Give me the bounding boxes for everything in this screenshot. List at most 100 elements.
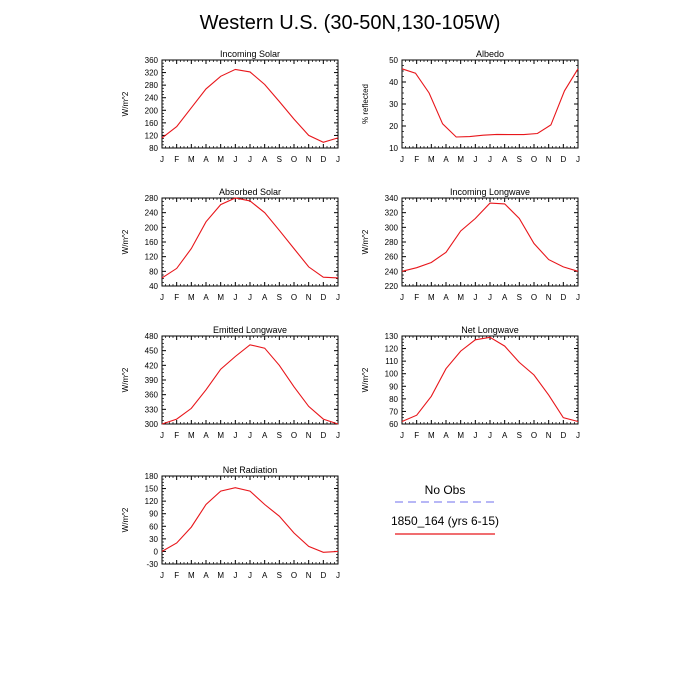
emitted-longwave-y-tick-label: 300	[145, 420, 159, 429]
net-radiation-x-tick-label: A	[262, 571, 268, 580]
incoming-solar-x-tick-label: S	[277, 155, 282, 164]
emitted-longwave-x-tick-label: O	[291, 431, 297, 440]
albedo-y-tick-label: 10	[389, 144, 398, 153]
net-radiation-y-tick-label: 120	[145, 497, 159, 506]
incoming-longwave-y-tick-label: 340	[385, 194, 399, 203]
incoming-longwave-y-tick-label: 220	[385, 282, 399, 291]
incoming-solar-frame	[161, 59, 339, 149]
net-longwave-x-tick-label: J	[488, 431, 492, 440]
net-radiation-x-tick-label: M	[188, 571, 195, 580]
net-radiation-x-tick-label: S	[277, 571, 282, 580]
page-title: Western U.S. (30-50N,130-105W)	[199, 12, 501, 34]
net-longwave-title: Net Longwave	[461, 325, 519, 335]
albedo-y-tick-label: 30	[389, 100, 398, 109]
absorbed-solar-series-line	[161, 197, 339, 279]
incoming-longwave-frame	[401, 197, 579, 287]
legend-model-label: 1850_164 (yrs 6-15)	[390, 514, 500, 528]
albedo-x-tick-label: M	[428, 155, 435, 164]
net-longwave-y-tick-label: 110	[385, 357, 398, 366]
incoming-solar-x-tick-label: M	[188, 155, 195, 164]
albedo-x-tick-label: S	[517, 155, 522, 164]
incoming-longwave-x-tick-label: O	[531, 293, 537, 302]
net-longwave-x-tick-label: O	[531, 431, 537, 440]
absorbed-solar-y-tick-label: 240	[145, 209, 159, 218]
absorbed-solar-x-tick-label: F	[174, 293, 179, 302]
net-radiation-x-tick-label: F	[174, 571, 179, 580]
net-radiation-x-tick-label: M	[217, 571, 224, 580]
incoming-solar-x-tick-label: N	[306, 155, 312, 164]
emitted-longwave-x-tick-label: F	[174, 431, 179, 440]
incoming-solar-y-tick-label: 120	[145, 131, 159, 140]
emitted-longwave-y-tick-label: 360	[145, 391, 159, 400]
emitted-longwave-x-tick-label: A	[262, 431, 268, 440]
emitted-longwave-y-axis-label: W/m^2	[121, 367, 130, 392]
incoming-solar-y-tick-label: 360	[145, 56, 159, 65]
incoming-longwave-x-tick-label: A	[502, 293, 508, 302]
albedo-x-tick-label: A	[502, 155, 508, 164]
incoming-solar-x-tick-label: J	[248, 155, 252, 164]
albedo-x-tick-label: J	[400, 155, 404, 164]
net-longwave-x-tick-label: A	[443, 431, 449, 440]
albedo-x-tick-label: O	[531, 155, 537, 164]
incoming-solar-y-tick-label: 320	[145, 69, 159, 78]
albedo-x-tick-label: J	[488, 155, 492, 164]
net-radiation-x-tick-label: J	[336, 571, 340, 580]
emitted-longwave-x-tick-label: D	[320, 431, 326, 440]
incoming-solar-x-tick-label: J	[336, 155, 340, 164]
albedo-y-tick-label: 50	[389, 56, 398, 65]
net-radiation-x-tick-label: N	[306, 571, 312, 580]
incoming-solar-x-tick-label: J	[160, 155, 164, 164]
emitted-longwave-title: Emitted Longwave	[213, 325, 287, 335]
incoming-solar-title: Incoming Solar	[220, 49, 280, 59]
net-radiation-x-tick-label: A	[203, 571, 209, 580]
incoming-solar-x-tick-label: D	[320, 155, 326, 164]
albedo-series-line	[401, 68, 579, 138]
incoming-longwave-x-tick-label: J	[576, 293, 580, 302]
incoming-longwave-x-tick-label: A	[443, 293, 449, 302]
incoming-solar-y-tick-label: 240	[145, 94, 159, 103]
net-radiation-frame	[161, 475, 339, 565]
incoming-longwave-x-tick-label: M	[457, 293, 464, 302]
net-longwave-y-axis-label: W/m^2	[361, 367, 370, 392]
incoming-longwave-x-tick-label: J	[400, 293, 404, 302]
net-longwave-y-tick-label: 80	[389, 395, 398, 404]
emitted-longwave-x-tick-label: S	[277, 431, 282, 440]
incoming-longwave-x-tick-label: S	[517, 293, 522, 302]
incoming-longwave-y-tick-label: 260	[385, 253, 399, 262]
absorbed-solar-x-tick-label: M	[217, 293, 224, 302]
net-radiation-x-tick-label: J	[248, 571, 252, 580]
emitted-longwave-x-tick-label: J	[233, 431, 237, 440]
albedo-x-tick-label: A	[443, 155, 449, 164]
albedo-x-tick-label: J	[473, 155, 477, 164]
absorbed-solar-y-axis-label: W/m^2	[121, 229, 130, 254]
albedo-x-tick-label: J	[576, 155, 580, 164]
absorbed-solar-x-tick-label: M	[188, 293, 195, 302]
net-radiation-y-tick-label: 60	[149, 522, 158, 531]
albedo-x-tick-label: F	[414, 155, 419, 164]
incoming-longwave-x-tick-label: M	[428, 293, 435, 302]
incoming-solar-series-line	[161, 68, 339, 143]
absorbed-solar-x-tick-label: J	[233, 293, 237, 302]
net-radiation-x-tick-label: O	[291, 571, 297, 580]
absorbed-solar-title: Absorbed Solar	[219, 187, 281, 197]
emitted-longwave-y-tick-label: 420	[145, 361, 159, 370]
legend-model-line	[395, 533, 495, 535]
absorbed-solar-x-tick-label: J	[160, 293, 164, 302]
emitted-longwave-series-line	[161, 344, 339, 425]
incoming-longwave-title: Incoming Longwave	[450, 187, 530, 197]
net-longwave-x-tick-label: J	[473, 431, 477, 440]
net-longwave-x-tick-label: D	[560, 431, 566, 440]
absorbed-solar-x-tick-label: O	[291, 293, 297, 302]
net-longwave-x-tick-label: J	[400, 431, 404, 440]
legend-obs-label: No Obs	[424, 483, 466, 497]
absorbed-solar-y-tick-label: 120	[145, 253, 159, 262]
absorbed-solar-frame	[161, 197, 339, 287]
net-longwave-x-tick-label: S	[517, 431, 522, 440]
absorbed-solar-y-tick-label: 160	[145, 238, 159, 247]
incoming-longwave-x-tick-label: J	[488, 293, 492, 302]
